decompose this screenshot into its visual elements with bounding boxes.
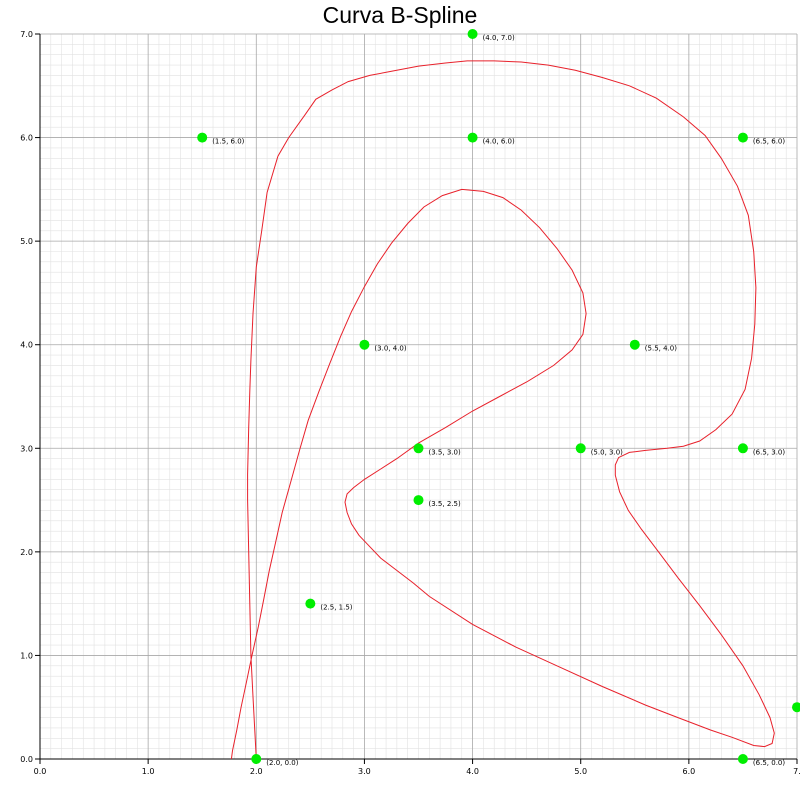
x-tick-label: 2.0	[250, 767, 263, 776]
control-point-label: (4.0, 7.0)	[483, 34, 515, 42]
control-point-label: (2.0, 0.0)	[266, 759, 298, 767]
y-tick-labels: 0.0 1.0 2.0 3.0 4.0 5.0 6.0 7.0	[20, 30, 33, 764]
control-point	[467, 29, 478, 39]
x-tick-label: 6.0	[682, 767, 695, 776]
control-point-label: (5.5, 4.0)	[645, 345, 677, 353]
control-point	[737, 132, 748, 143]
control-point	[359, 339, 370, 350]
y-tick-label: 7.0	[20, 30, 33, 39]
y-tick-label: 3.0	[20, 444, 33, 453]
x-tick-label: 7.	[793, 767, 800, 776]
y-tick-label: 2.0	[20, 548, 33, 557]
chart-title: Curva B-Spline	[322, 2, 478, 28]
control-point-label: (6.5, 6.0)	[753, 138, 785, 146]
x-tick-label: 0.0	[34, 767, 47, 776]
control-point	[737, 443, 748, 454]
control-point-label: (4.0, 6.0)	[483, 138, 515, 146]
control-point	[197, 132, 208, 143]
control-point	[467, 132, 478, 143]
control-point	[629, 339, 640, 350]
control-point	[305, 598, 316, 609]
y-tick-label: 0.0	[20, 755, 33, 764]
control-point-label: (3.0, 4.0)	[374, 345, 406, 353]
control-point	[251, 754, 262, 764]
x-tick-label: 3.0	[358, 767, 371, 776]
control-point-label: (6.5, 0.0)	[753, 759, 785, 767]
x-tick-label: 5.0	[574, 767, 587, 776]
control-point	[792, 702, 800, 713]
control-point	[575, 443, 586, 454]
control-point-label: (3.5, 3.0)	[429, 448, 461, 456]
y-tick-label: 5.0	[20, 237, 33, 246]
control-point-label: (3.5, 2.5)	[429, 500, 461, 508]
x-tick-label: 1.0	[142, 767, 155, 776]
control-points	[197, 29, 800, 764]
x-tick-labels: 0.0 1.0 2.0 3.0 4.0 5.0 6.0 7.	[34, 767, 800, 776]
x-tick-label: 4.0	[466, 767, 479, 776]
control-point	[413, 443, 424, 454]
control-point-label: (2.5, 1.5)	[320, 604, 352, 612]
bspline-curve	[230, 60, 775, 760]
control-point	[413, 495, 424, 506]
y-tick-label: 1.0	[20, 651, 33, 660]
axes	[35, 33, 798, 764]
y-tick-label: 6.0	[20, 134, 33, 143]
control-point-label: (5.0, 3.0)	[591, 448, 623, 456]
control-point-labels: (2.0, 0.0) (2.5, 1.5) (3.0, 4.0) (1.5, 6.0)…	[212, 34, 785, 767]
minor-grid	[40, 34, 797, 759]
control-point	[737, 754, 748, 764]
control-point-label: (1.5, 6.0)	[212, 138, 244, 146]
y-tick-label: 4.0	[20, 341, 33, 350]
control-point-label: (6.5, 3.0)	[753, 448, 785, 456]
